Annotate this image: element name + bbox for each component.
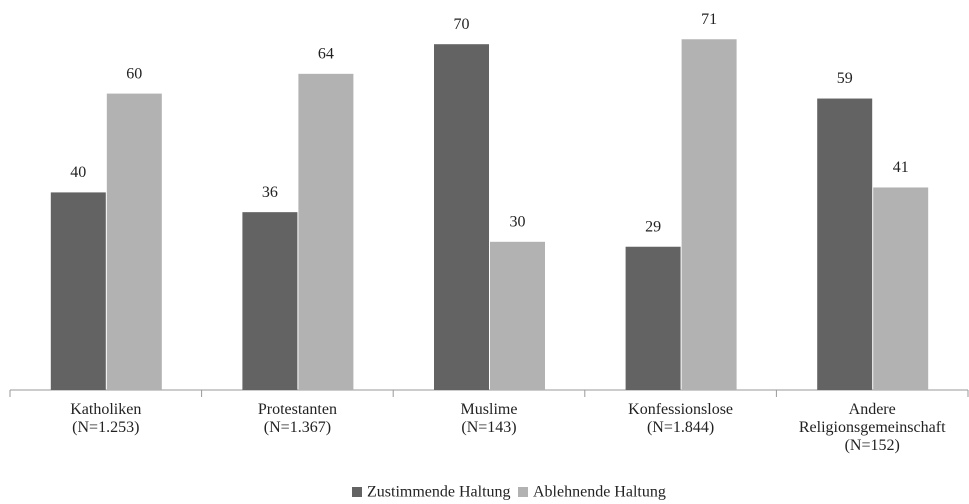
bar [106, 93, 162, 390]
legend-label: Ablehnende Haltung [533, 484, 666, 501]
legend-label: Zustimmende Haltung [367, 484, 511, 501]
category-label: Muslime (N=143) [461, 401, 518, 436]
value-label: 40 [70, 164, 86, 181]
category-label: Andere Religionsgemeinschaft (N=152) [799, 401, 946, 454]
bar [434, 44, 489, 390]
category-label: Katholiken (N=1.253) [70, 401, 141, 436]
bar [681, 39, 737, 390]
value-label: 70 [454, 16, 470, 33]
bar [817, 98, 873, 390]
legend-swatch [518, 487, 528, 497]
bar [873, 187, 929, 390]
value-label: 59 [837, 70, 853, 87]
bar [242, 212, 298, 390]
value-label: 60 [126, 65, 142, 82]
bar [298, 73, 354, 390]
category-label: Protestanten (N=1.367) [258, 401, 337, 436]
value-label: 36 [262, 184, 278, 201]
bar [50, 192, 106, 390]
value-label: 64 [318, 46, 334, 63]
value-label: 41 [893, 159, 909, 176]
bar [490, 241, 545, 390]
category-label: Konfessionslose (N=1.844) [628, 401, 733, 436]
legend-swatch [352, 487, 362, 497]
value-label: 30 [510, 213, 526, 230]
value-label: 29 [645, 218, 661, 235]
bar [625, 246, 681, 390]
value-label: 71 [701, 11, 717, 28]
